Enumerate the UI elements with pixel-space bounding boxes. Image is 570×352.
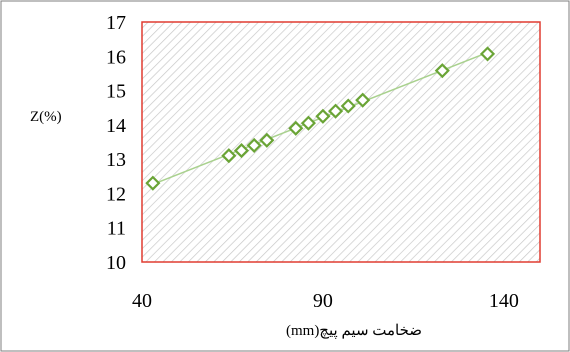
x-axis-ticks: 40 90 140 <box>132 290 519 312</box>
x-tick-label: 90 <box>313 290 333 312</box>
data-point-marker <box>221 148 237 164</box>
data-point-marker <box>288 120 304 136</box>
y-tick-label: 11 <box>107 218 126 240</box>
data-point-marker <box>233 143 250 159</box>
data-point-marker <box>479 46 496 62</box>
plot-area <box>142 22 540 262</box>
data-point-marker <box>340 98 356 114</box>
y-tick-label: 15 <box>106 81 126 103</box>
y-tick-label: 17 <box>106 12 126 34</box>
y-tick-label: 14 <box>106 115 126 137</box>
data-points <box>145 46 496 191</box>
data-point-marker <box>434 63 450 79</box>
data-point-marker <box>328 103 344 119</box>
y-tick-label: 12 <box>106 183 126 205</box>
data-point-marker <box>315 108 331 124</box>
x-axis-label: ضخامت سیم پیچ(mm) <box>286 323 422 339</box>
data-point-marker <box>145 175 161 191</box>
data-point-marker <box>246 137 262 153</box>
y-axis-ticks: 10 11 12 13 14 15 16 17 <box>106 12 126 274</box>
x-tick-label: 140 <box>489 290 519 312</box>
y-axis-label: Z(%) <box>30 109 62 125</box>
data-point-marker <box>300 115 316 131</box>
y-tick-label: 10 <box>106 252 126 274</box>
y-tick-label: 13 <box>106 149 126 171</box>
x-tick-label: 40 <box>132 290 152 312</box>
data-point-marker <box>355 92 371 108</box>
data-point-marker <box>259 132 275 148</box>
plot-area-border <box>141 21 541 263</box>
y-tick-label: 16 <box>106 46 126 68</box>
